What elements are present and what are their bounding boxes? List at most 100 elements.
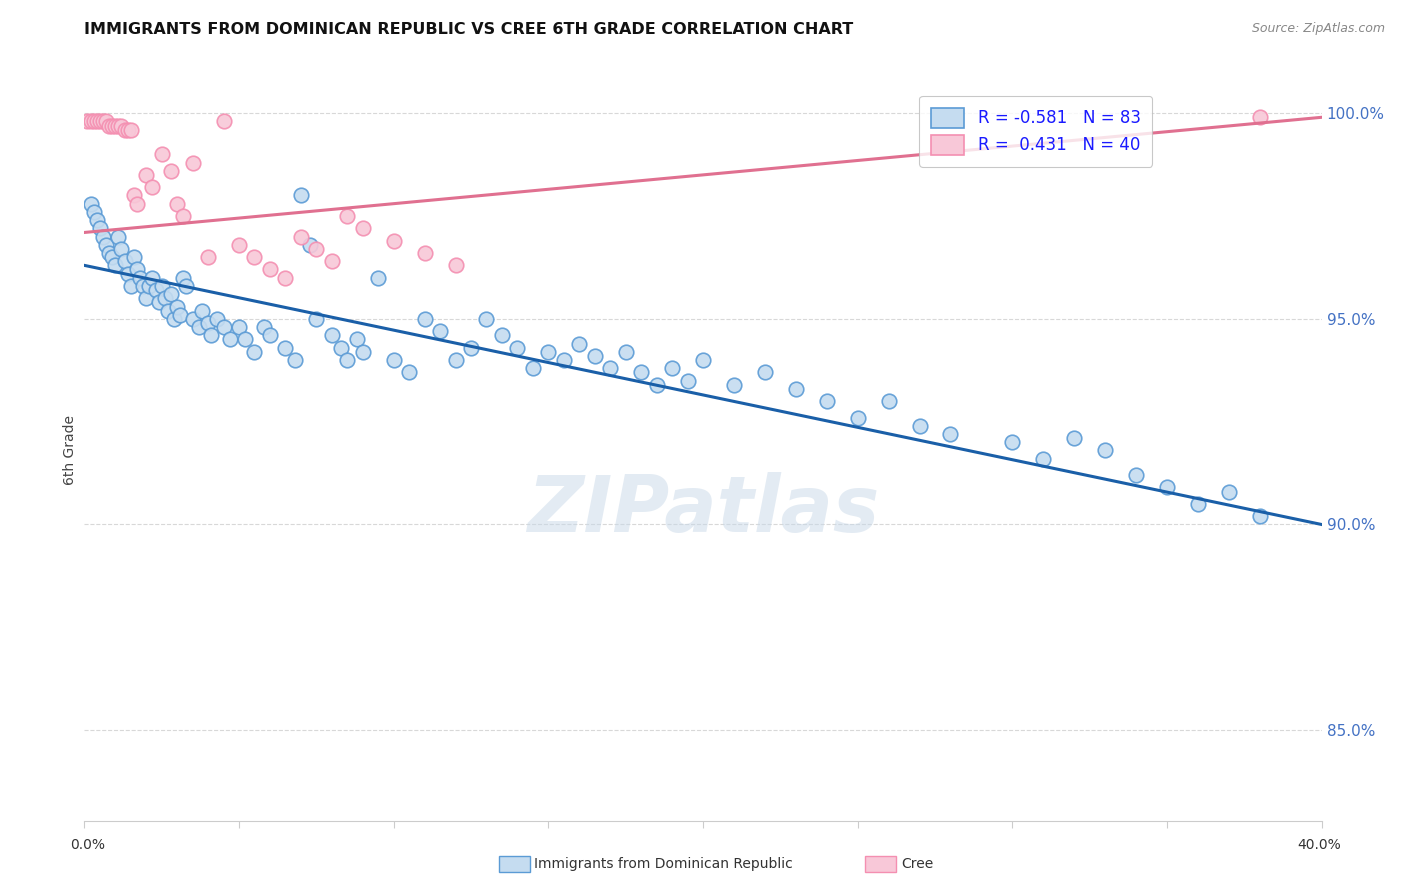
- Point: [398, 365, 420, 379]
- Point: [138, 279, 160, 293]
- Point: [125, 262, 148, 277]
- Text: Immigrants from Dominican Republic: Immigrants from Dominican Republic: [534, 857, 793, 871]
- Point: [101, 250, 124, 264]
- Point: [444, 353, 467, 368]
- Point: [491, 328, 513, 343]
- Point: [1032, 451, 1054, 466]
- Point: [382, 353, 405, 368]
- Point: [125, 196, 148, 211]
- Point: [630, 365, 652, 379]
- Point: [583, 349, 606, 363]
- Legend: R = -0.581   N = 83, R =  0.431   N = 40: R = -0.581 N = 83, R = 0.431 N = 40: [920, 96, 1153, 167]
- Point: [150, 147, 173, 161]
- Point: [336, 353, 359, 368]
- Point: [599, 361, 621, 376]
- Text: ZIPatlas: ZIPatlas: [527, 472, 879, 548]
- Point: [1063, 431, 1085, 445]
- Point: [614, 344, 637, 359]
- Point: [815, 394, 838, 409]
- Point: [1249, 509, 1271, 524]
- Point: [274, 270, 297, 285]
- Text: IMMIGRANTS FROM DOMINICAN REPUBLIC VS CREE 6TH GRADE CORRELATION CHART: IMMIGRANTS FROM DOMINICAN REPUBLIC VS CR…: [84, 22, 853, 37]
- Point: [212, 320, 235, 334]
- Point: [107, 229, 129, 244]
- Point: [104, 119, 127, 133]
- Point: [160, 163, 183, 178]
- Point: [305, 311, 328, 326]
- Point: [135, 168, 157, 182]
- Point: [150, 279, 173, 293]
- Point: [1187, 497, 1209, 511]
- Point: [444, 258, 467, 272]
- Point: [181, 155, 204, 169]
- Point: [218, 332, 240, 346]
- Point: [181, 311, 204, 326]
- Point: [1156, 480, 1178, 494]
- Point: [176, 279, 198, 293]
- Point: [197, 250, 219, 264]
- Point: [1218, 484, 1240, 499]
- Text: 0.0%: 0.0%: [70, 838, 104, 852]
- Point: [79, 114, 101, 128]
- Point: [475, 311, 498, 326]
- Point: [413, 246, 436, 260]
- Point: [723, 377, 745, 392]
- Point: [153, 291, 176, 305]
- Point: [676, 374, 699, 388]
- Point: [299, 237, 322, 252]
- Point: [172, 270, 194, 285]
- Point: [367, 270, 389, 285]
- Text: 40.0%: 40.0%: [1296, 838, 1341, 852]
- Point: [785, 382, 807, 396]
- Point: [98, 119, 121, 133]
- Point: [330, 341, 353, 355]
- Point: [290, 229, 312, 244]
- Point: [259, 328, 281, 343]
- Point: [645, 377, 668, 392]
- Point: [228, 237, 250, 252]
- Point: [692, 353, 714, 368]
- Point: [321, 254, 343, 268]
- Point: [94, 114, 117, 128]
- Point: [259, 262, 281, 277]
- Point: [110, 242, 132, 256]
- Point: [661, 361, 683, 376]
- Point: [107, 119, 129, 133]
- Point: [91, 229, 114, 244]
- Point: [122, 188, 145, 202]
- Point: [460, 341, 482, 355]
- Point: [336, 209, 359, 223]
- Point: [253, 320, 276, 334]
- Point: [83, 205, 105, 219]
- Point: [522, 361, 544, 376]
- Point: [172, 209, 194, 223]
- Point: [274, 341, 297, 355]
- Point: [352, 344, 374, 359]
- Point: [429, 324, 451, 338]
- Point: [166, 196, 188, 211]
- Point: [156, 303, 179, 318]
- Y-axis label: 6th Grade: 6th Grade: [63, 416, 77, 485]
- Point: [135, 291, 157, 305]
- Point: [191, 303, 214, 318]
- Point: [939, 427, 962, 442]
- Point: [114, 122, 136, 136]
- Point: [141, 180, 163, 194]
- Point: [89, 114, 111, 128]
- Point: [305, 242, 328, 256]
- Point: [346, 332, 368, 346]
- Point: [117, 122, 139, 136]
- Point: [117, 267, 139, 281]
- Point: [101, 119, 124, 133]
- Point: [212, 114, 235, 128]
- Point: [537, 344, 560, 359]
- Point: [104, 258, 127, 272]
- Point: [129, 270, 152, 285]
- Point: [233, 332, 256, 346]
- Point: [163, 311, 186, 326]
- Point: [382, 234, 405, 248]
- Point: [1094, 443, 1116, 458]
- Point: [89, 221, 111, 235]
- Point: [846, 410, 869, 425]
- Point: [141, 270, 163, 285]
